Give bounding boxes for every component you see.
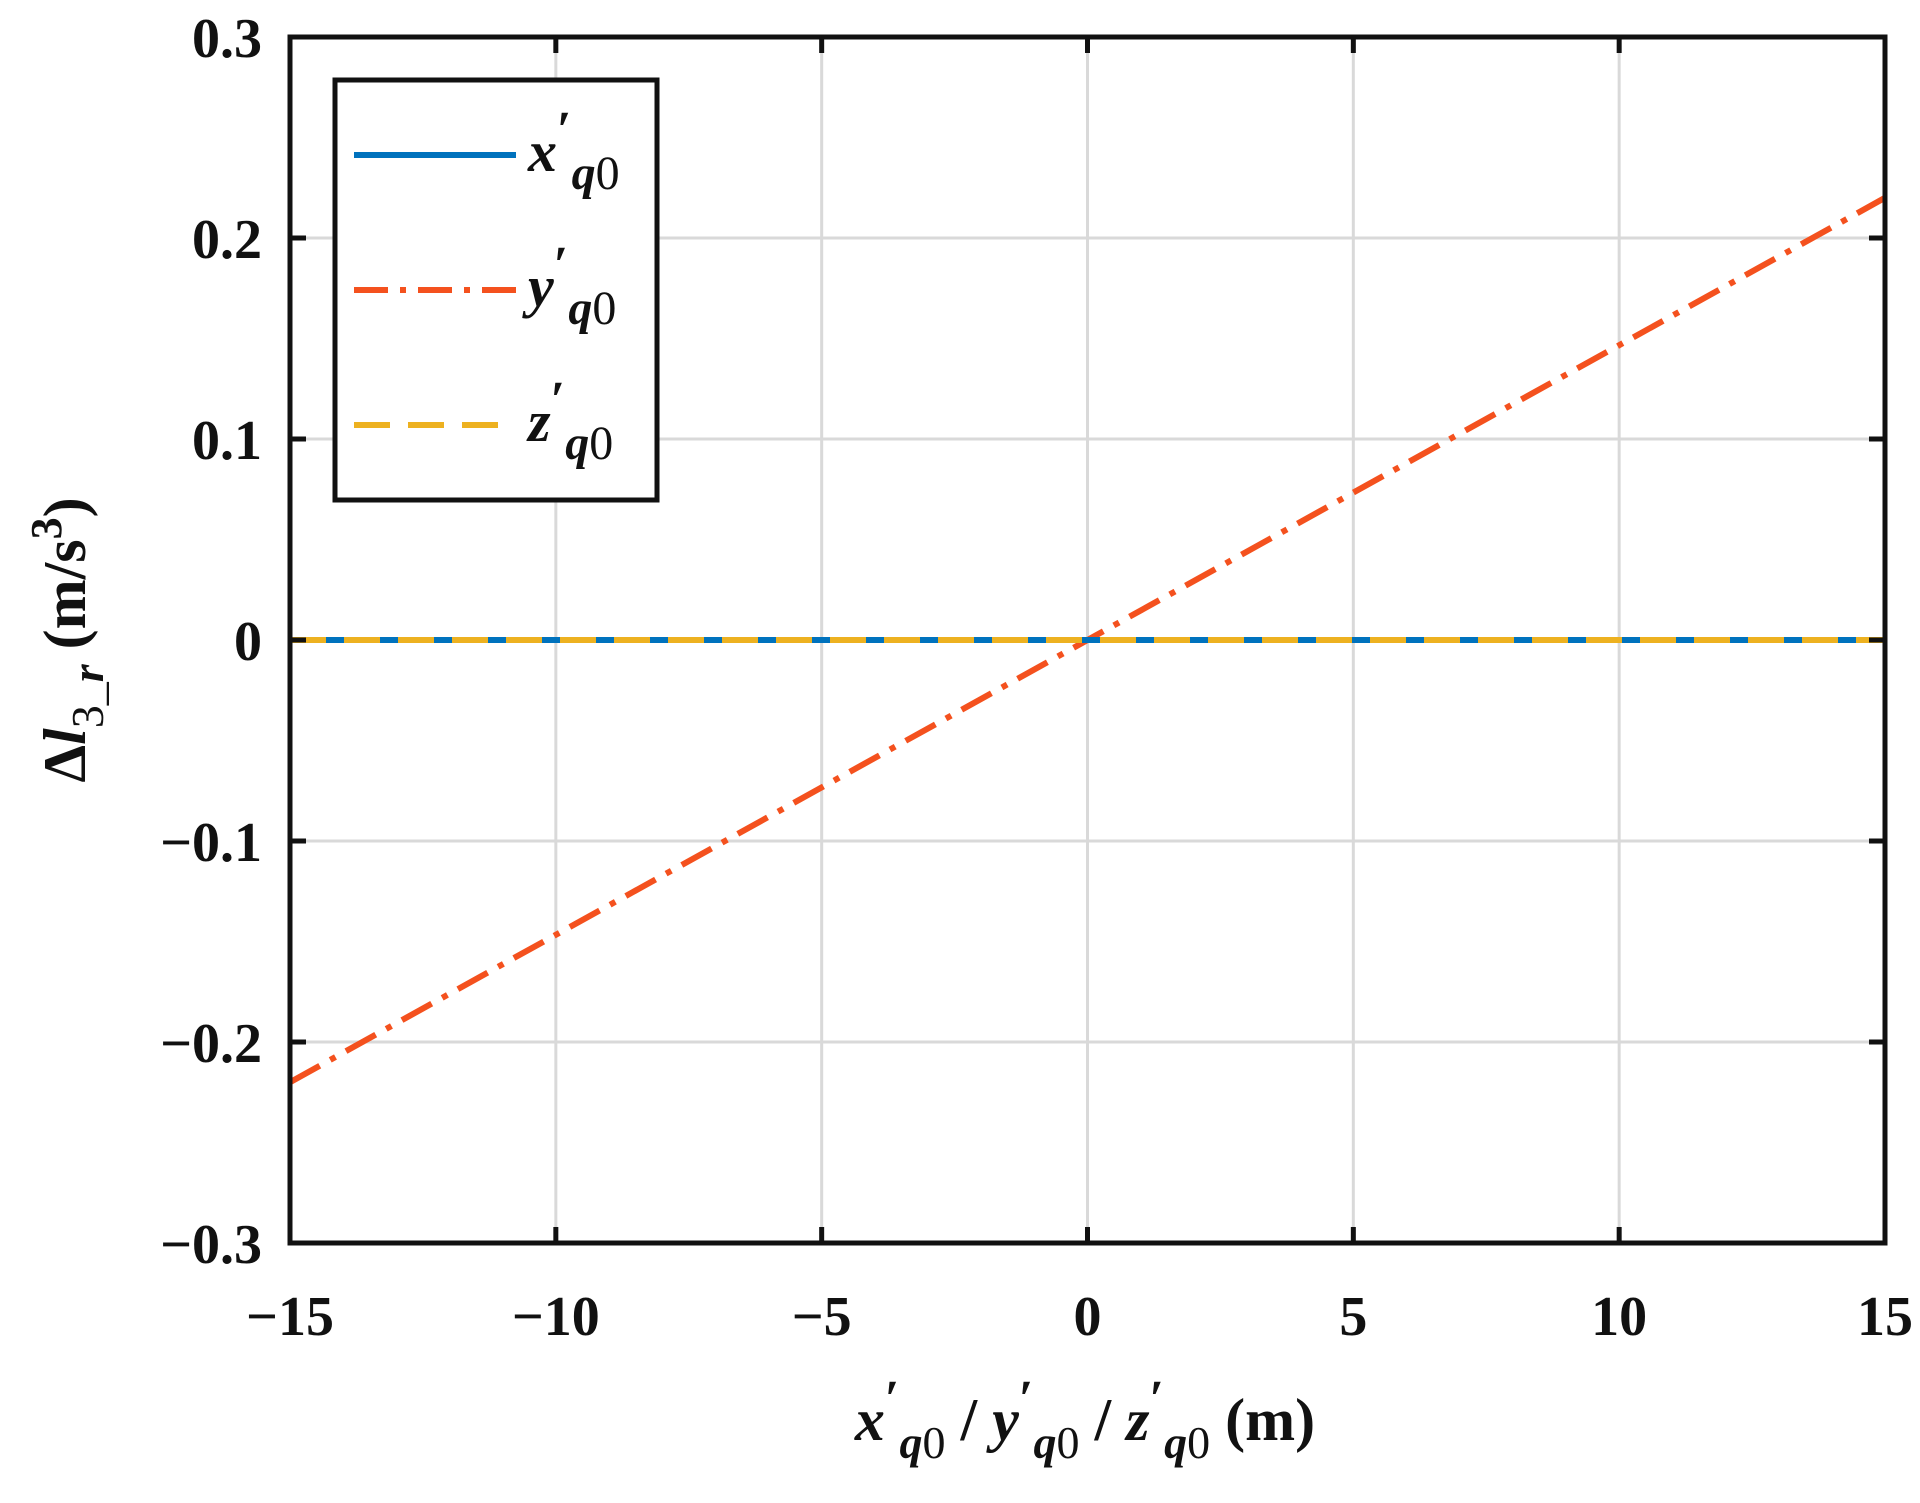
x-tick-label: 10 — [1591, 1286, 1647, 1348]
label-part: 0 — [923, 1417, 946, 1468]
legend-label-z′q0: z′q0 — [526, 372, 613, 470]
label-part: (m/s — [32, 539, 98, 664]
y-axis-label: Δl3_r (m/s3) — [22, 497, 113, 782]
label-part: l — [32, 728, 98, 745]
y-tick-label: 0.2 — [192, 209, 262, 271]
label-part: 0 — [596, 147, 620, 200]
x-tick-label: 15 — [1857, 1286, 1913, 1348]
x-tick-label: −10 — [512, 1286, 600, 1348]
label-part: ′ — [557, 102, 572, 159]
legend-label-x′q0: x′q0 — [527, 102, 620, 200]
x-tick-labels: −15 −10 −5 0 5 10 15 — [246, 1286, 1913, 1348]
label-part: q — [900, 1417, 923, 1468]
y-tick-label: 0.1 — [192, 410, 262, 472]
label-part: 0 — [1056, 1417, 1079, 1468]
label-part: (m) — [1210, 1387, 1315, 1453]
x-tick-label: 0 — [1074, 1286, 1102, 1348]
label-part: q — [568, 282, 592, 335]
label-part: y — [986, 1387, 1019, 1453]
data-series — [288, 195, 1887, 1085]
label-part: q — [565, 417, 589, 470]
label-part: 0 — [592, 282, 616, 335]
y-tick-labels: 0.3 0.2 0.1 0 −0.1 −0.2 −0.3 — [160, 8, 262, 1276]
label-part: 3_ — [62, 681, 113, 728]
x-axis-label: x′q0 / y′q0 / z′q0 (m) — [854, 1371, 1315, 1468]
legend-label-y′q0: y′q0 — [522, 237, 616, 335]
label-part: ′ — [1019, 1371, 1034, 1428]
label-part: / — [946, 1387, 993, 1453]
label-part: 0 — [1187, 1417, 1210, 1468]
label-part: ′ — [1150, 1371, 1165, 1428]
label-part: ′ — [551, 372, 566, 429]
label-part: x — [854, 1387, 885, 1453]
label-part: x — [527, 119, 557, 184]
label-part: 0 — [589, 417, 613, 470]
label-part: z — [526, 389, 551, 454]
label-part: z — [1124, 1387, 1150, 1453]
y-tick-label: −0.3 — [160, 1214, 262, 1276]
x-tick-label: −15 — [246, 1286, 334, 1348]
label-part: Δ — [32, 745, 98, 783]
label-part: / — [1079, 1387, 1126, 1453]
x-tick-label: −5 — [792, 1286, 852, 1348]
axis-ticks — [287, 34, 1888, 1246]
label-part: ′ — [554, 237, 569, 294]
y-tick-label: 0.3 — [192, 8, 262, 70]
y-tick-label: −0.2 — [160, 1013, 262, 1075]
y-tick-label: −0.1 — [160, 812, 262, 874]
y-tick-label: 0 — [234, 611, 262, 673]
label-part: y — [522, 254, 554, 319]
label-part: ) — [32, 497, 98, 517]
label-part: r — [62, 663, 113, 682]
label-part: q — [1033, 1417, 1056, 1468]
legend: x′q0y′q0z′q0 — [332, 77, 660, 503]
x-tick-label: 5 — [1339, 1286, 1367, 1348]
label-part: q — [572, 147, 596, 200]
label-part: q — [1164, 1417, 1187, 1468]
label-part: ′ — [885, 1371, 900, 1428]
label-part: 3 — [22, 517, 71, 539]
